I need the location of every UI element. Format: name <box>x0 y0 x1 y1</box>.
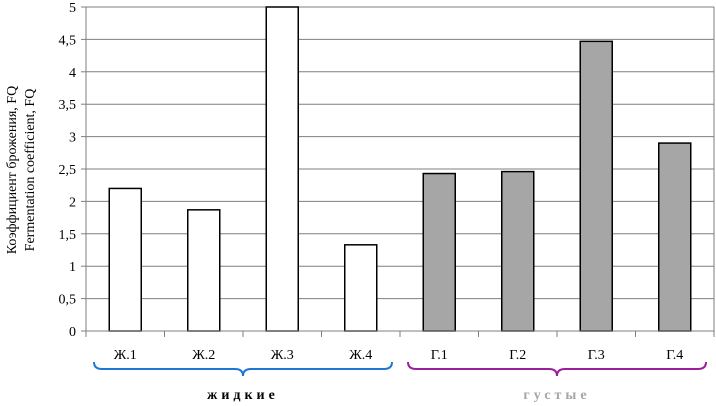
y-tick-label: 0,5 <box>59 293 77 308</box>
x-tick-label: Г.4 <box>666 348 683 363</box>
x-tick-label: Г.2 <box>509 348 526 363</box>
y-tick-label: 4 <box>69 66 76 81</box>
bar <box>187 209 221 332</box>
y-tick-label: 3,5 <box>59 98 77 113</box>
group-bracket <box>407 361 707 377</box>
bars <box>108 6 692 332</box>
bar <box>344 244 378 332</box>
y-tick-labels: 0 0,5 1 1,5 2 2,5 3 3,5 4 4,5 5 <box>59 1 77 340</box>
bar <box>265 6 299 332</box>
y-tick-label: 4,5 <box>59 33 77 48</box>
bar <box>501 170 535 332</box>
y-tick-label: 1,5 <box>59 228 77 243</box>
group-label: густые <box>523 388 590 403</box>
axes <box>85 7 715 337</box>
y-tick-label: 3 <box>69 131 76 146</box>
bar <box>108 187 142 332</box>
x-tick-label: Ж.1 <box>114 348 137 363</box>
y-tick-label: 2,5 <box>59 163 77 178</box>
group-label: жидкие <box>207 388 279 403</box>
y-tick-label: 5 <box>69 1 76 16</box>
bar <box>658 142 692 332</box>
bar <box>422 172 456 332</box>
x-tick-labels: Ж.1 Ж.2 Ж.3 Ж.4 Г.1 Г.2 Г.3 Г.4 <box>114 348 684 363</box>
y-tick-label: 0 <box>69 325 76 340</box>
group-brackets: жидкие густые <box>93 361 707 403</box>
y-tick-label: 1 <box>69 260 76 275</box>
y-axis-title: Коэффициент брожения, FQ Fermentation co… <box>5 86 38 254</box>
x-tick-label: Ж.4 <box>349 348 372 363</box>
x-tick-label: Г.3 <box>588 348 605 363</box>
x-tick-label: Г.1 <box>431 348 448 363</box>
group-bracket <box>93 361 393 377</box>
bar <box>579 40 613 332</box>
x-tick-label: Ж.2 <box>192 348 215 363</box>
x-tick-label: Ж.3 <box>271 348 294 363</box>
gridlines <box>81 6 714 332</box>
y-axis-title-line-2: Fermentation coefficient, FQ <box>23 89 38 252</box>
y-axis-title-line-1: Коэффициент брожения, FQ <box>5 86 20 254</box>
y-tick-label: 2 <box>69 195 76 210</box>
